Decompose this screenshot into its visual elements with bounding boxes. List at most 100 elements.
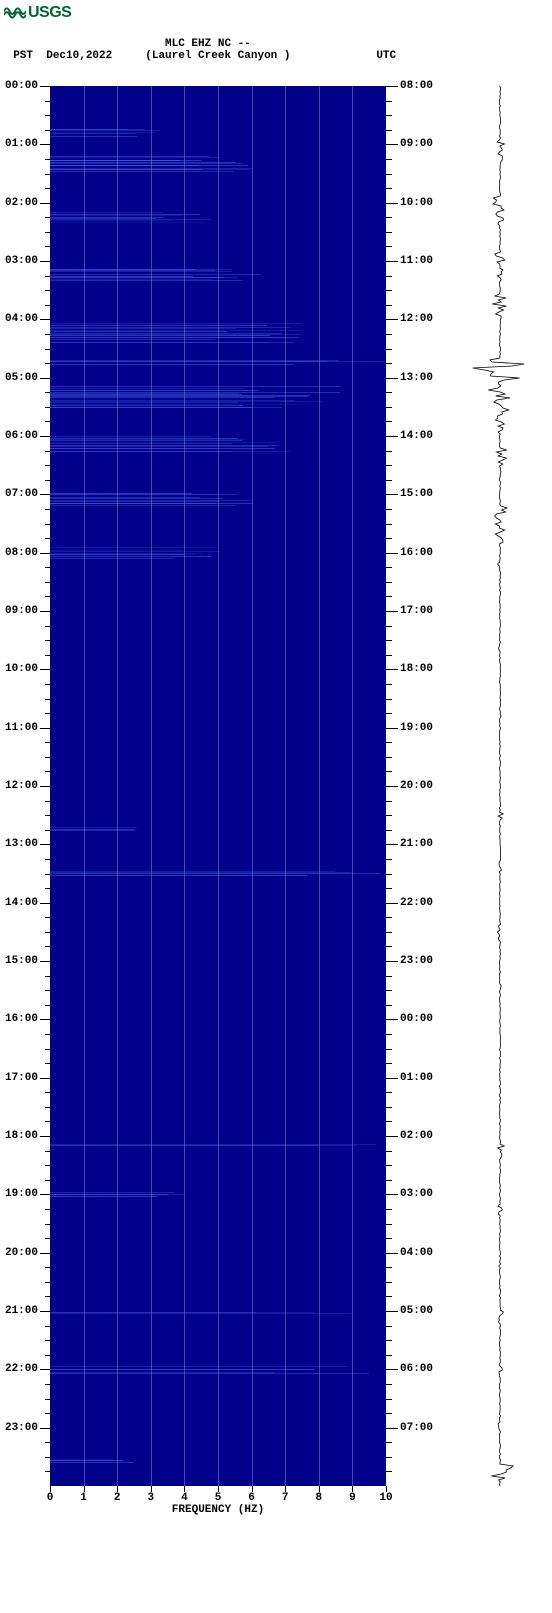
y-tick-minor: [386, 1282, 392, 1283]
noise-band: [50, 1313, 351, 1314]
y-tick-minor: [386, 276, 392, 277]
y-tick-minor: [386, 1063, 392, 1064]
y-tick-minor: [386, 1238, 392, 1239]
y-tick-label: 07:00: [400, 1422, 433, 1434]
y-tick-minor: [386, 713, 392, 714]
x-tick-label: 4: [181, 1492, 188, 1504]
y-tick-minor: [386, 407, 392, 408]
y-tick-minor: [386, 640, 392, 641]
seismogram-trace: [460, 86, 540, 1486]
y-tick-label: 16:00: [400, 547, 433, 559]
y-tick: [386, 728, 398, 729]
y-tick: [40, 903, 50, 904]
y-tick-minor: [386, 538, 392, 539]
x-tick-label: 0: [47, 1492, 54, 1504]
y-tick-minor: [386, 1326, 392, 1327]
noise-band: [50, 448, 217, 449]
y-tick-minor: [386, 115, 392, 116]
noise-band: [50, 165, 199, 166]
y-tick: [386, 1019, 398, 1020]
y-tick-label: 16:00: [5, 1013, 38, 1025]
y-tick-minor: [386, 1005, 392, 1006]
chart-header: MLC EHZ NC -- PST Dec10,2022 (Laurel Cre…: [0, 38, 552, 62]
y-tick-minor: [386, 990, 392, 991]
noise-band: [50, 136, 137, 137]
station-line-1: MLC EHZ NC --: [0, 38, 552, 50]
y-tick-label: 21:00: [400, 838, 433, 850]
grid-line: [218, 86, 219, 1486]
y-tick-minor: [386, 509, 392, 510]
noise-band: [50, 271, 232, 272]
y-tick-label: 13:00: [400, 372, 433, 384]
noise-band: [50, 325, 267, 326]
noise-band: [50, 1145, 357, 1146]
y-tick: [40, 611, 50, 612]
y-tick-label: 23:00: [400, 955, 433, 967]
y-tick-minor: [386, 917, 392, 918]
grid-line: [252, 86, 253, 1486]
y-tick-minor: [386, 830, 392, 831]
y-tick: [40, 436, 50, 437]
noise-band: [50, 451, 290, 452]
y-tick-label: 22:00: [400, 897, 433, 909]
grid-line: [84, 86, 85, 1486]
noise-band: [50, 277, 224, 278]
noise-band: [50, 440, 242, 441]
noise-band: [50, 212, 162, 213]
y-tick-minor: [386, 232, 392, 233]
y-tick-minor: [386, 874, 392, 875]
y-axis-right: 08:0009:0010:0011:0012:0013:0014:0015:00…: [386, 86, 446, 1486]
y-tick: [386, 1428, 398, 1429]
y-tick: [40, 553, 50, 554]
x-axis-label: FREQUENCY (HZ): [172, 1504, 264, 1516]
y-tick-minor: [386, 932, 392, 933]
grid-line: [184, 86, 185, 1486]
y-tick: [40, 1253, 50, 1254]
noise-band: [50, 361, 327, 362]
y-tick-minor: [386, 596, 392, 597]
y-tick-minor: [386, 567, 392, 568]
y-tick: [386, 1078, 398, 1079]
station-line-2: PST Dec10,2022 (Laurel Creek Canyon ) UT…: [0, 50, 552, 62]
y-tick-label: 19:00: [5, 1188, 38, 1200]
y-tick-minor: [386, 1224, 392, 1225]
noise-band: [50, 388, 244, 389]
grid-line: [151, 86, 152, 1486]
noise-band: [50, 505, 237, 506]
y-tick: [386, 261, 398, 262]
y-tick-minor: [386, 451, 392, 452]
noise-band: [50, 402, 239, 403]
y-tick-label: 03:00: [5, 255, 38, 267]
y-tick-minor: [386, 1471, 392, 1472]
y-tick-label: 11:00: [5, 722, 38, 734]
y-tick-label: 07:00: [5, 488, 38, 500]
noise-band: [50, 503, 216, 504]
y-tick-minor: [386, 1049, 392, 1050]
noise-band: [50, 222, 204, 223]
y-tick-label: 00:00: [5, 80, 38, 92]
x-tick-label: 3: [147, 1492, 154, 1504]
grid-line: [117, 86, 118, 1486]
y-tick: [40, 494, 50, 495]
y-tick: [386, 669, 398, 670]
y-tick-label: 18:00: [400, 663, 433, 675]
y-tick-label: 09:00: [5, 605, 38, 617]
y-tick-label: 18:00: [5, 1130, 38, 1142]
y-tick-minor: [386, 290, 392, 291]
noise-band: [50, 1462, 134, 1463]
y-tick-minor: [386, 976, 392, 977]
noise-band: [50, 1196, 158, 1197]
y-tick: [40, 728, 50, 729]
y-tick-label: 12:00: [400, 313, 433, 325]
y-tick-minor: [386, 159, 392, 160]
y-tick-minor: [386, 1296, 392, 1297]
y-tick-minor: [386, 684, 392, 685]
y-tick-minor: [386, 859, 392, 860]
y-tick: [386, 144, 398, 145]
y-tick-label: 06:00: [5, 430, 38, 442]
grid-line: [285, 86, 286, 1486]
y-tick: [40, 378, 50, 379]
x-tick-label: 6: [248, 1492, 255, 1504]
utc-label: UTC: [376, 50, 396, 62]
y-tick: [386, 1253, 398, 1254]
